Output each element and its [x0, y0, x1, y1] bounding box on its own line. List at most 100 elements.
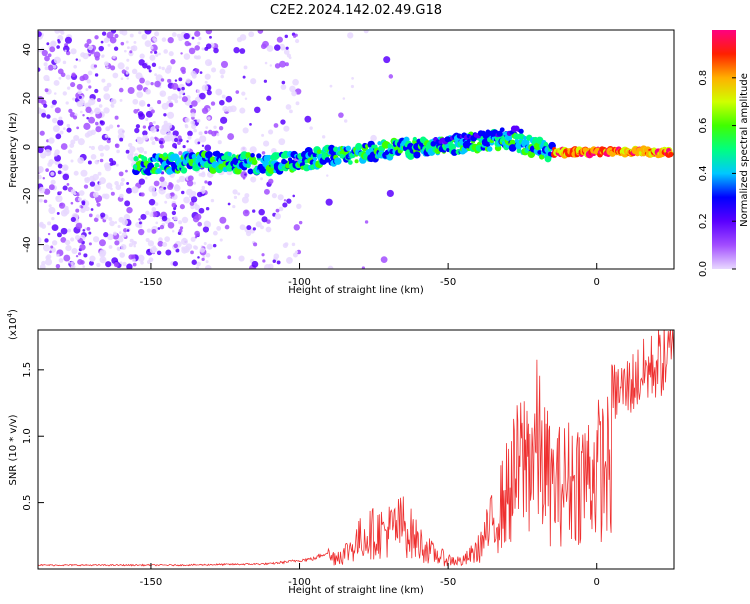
speckle-point: [273, 253, 280, 260]
speckle-point: [95, 214, 100, 219]
speckle-point: [132, 98, 139, 105]
speckle-point: [56, 45, 60, 49]
speckle-point: [116, 246, 121, 251]
speckle-point: [196, 118, 201, 123]
trace-branch-point: [518, 128, 524, 134]
speckle-point: [296, 249, 302, 255]
speckle-point: [325, 198, 333, 206]
speckle-point: [48, 137, 55, 144]
speckle-point: [88, 213, 93, 218]
speckle-point: [55, 195, 63, 203]
speckle-point: [101, 54, 105, 58]
speckle-point: [66, 183, 70, 186]
speckle-point: [150, 50, 153, 54]
speckle-point: [116, 149, 120, 154]
speckle-point: [127, 153, 134, 161]
speckle-point: [61, 164, 69, 171]
speckle-point: [146, 65, 151, 70]
speckle-point: [124, 200, 131, 207]
speckle-point: [48, 184, 55, 191]
speckle-point: [201, 171, 206, 176]
speckle-point: [51, 240, 58, 246]
trace-point: [162, 152, 168, 157]
speckle-point: [239, 107, 246, 114]
speckle-point: [109, 162, 114, 166]
speckle-point: [88, 231, 92, 235]
speckle-point: [161, 66, 165, 71]
speckle-point: [151, 191, 158, 197]
speckle-point: [282, 202, 288, 208]
speckle-point: [255, 221, 262, 228]
speckle-point: [171, 32, 177, 37]
trace-point: [508, 144, 517, 152]
speckle-point: [274, 213, 282, 220]
speckle-point: [93, 217, 99, 223]
trace-point: [205, 150, 213, 159]
speckle-point: [198, 172, 203, 177]
speckle-point: [162, 241, 168, 247]
speckle-point: [294, 250, 299, 254]
speckle-point: [194, 68, 200, 74]
speckle-point: [180, 237, 189, 246]
speckle-point: [60, 227, 68, 235]
speckle-point: [191, 36, 195, 40]
speckle-point: [89, 49, 95, 55]
speckle-point: [53, 152, 58, 157]
speckle-point: [291, 242, 296, 247]
speckle-point: [55, 133, 62, 140]
speckle-point: [271, 193, 278, 199]
speckle-point: [171, 93, 179, 101]
speckle-point: [244, 173, 247, 176]
speckle-point: [88, 116, 96, 124]
speckle-point: [283, 125, 290, 132]
speckle-point: [98, 182, 102, 186]
speckle-point: [60, 143, 68, 150]
snr-scale-suffix: ): [8, 309, 19, 313]
spectrogram-y-label: Frequency (Hz): [8, 112, 19, 188]
speckle-point: [191, 123, 197, 130]
speckle-point: [296, 203, 302, 210]
speckle-point: [286, 198, 292, 204]
speckle-point: [78, 95, 82, 99]
speckle-point: [159, 144, 165, 149]
spectrogram-speckle: [38, 30, 394, 269]
spectrogram-x-ticks: -150 -100 -50 0: [140, 263, 600, 288]
speckle-point: [364, 220, 369, 224]
speckle-point: [77, 138, 85, 146]
speckle-point: [109, 36, 117, 44]
speckle-point: [181, 246, 185, 251]
speckle-point: [38, 107, 42, 114]
speckle-point: [59, 202, 63, 207]
speckle-point: [178, 92, 182, 95]
speckle-point: [97, 171, 102, 176]
speckle-point: [114, 221, 118, 224]
speckle-point: [131, 68, 138, 75]
speckle-point: [138, 221, 142, 225]
speckle-point: [184, 123, 188, 128]
snr-scale-prefix: (x10: [8, 317, 19, 340]
speckle-point: [166, 132, 173, 138]
speckle-point: [172, 143, 177, 148]
speckle-point: [54, 154, 62, 162]
speckle-point: [261, 151, 266, 155]
speckle-point: [44, 238, 49, 243]
trace-branch-point: [482, 133, 489, 139]
speckle-point: [326, 174, 329, 177]
x-tick-label: 0: [594, 277, 600, 288]
speckle-point: [54, 30, 60, 34]
speckle-point: [159, 216, 163, 220]
speckle-point: [178, 151, 183, 156]
speckle-point: [219, 99, 225, 106]
speckle-point: [73, 64, 77, 69]
speckle-point: [147, 103, 151, 107]
speckle-point: [129, 146, 136, 153]
speckle-point: [212, 243, 217, 248]
speckle-point: [38, 174, 42, 180]
speckle-point: [118, 171, 124, 177]
speckle-point: [79, 99, 86, 106]
speckle-point: [153, 180, 160, 187]
speckle-point: [110, 65, 116, 71]
speckle-point: [278, 43, 285, 50]
speckle-point: [98, 104, 103, 108]
speckle-point: [145, 88, 151, 95]
